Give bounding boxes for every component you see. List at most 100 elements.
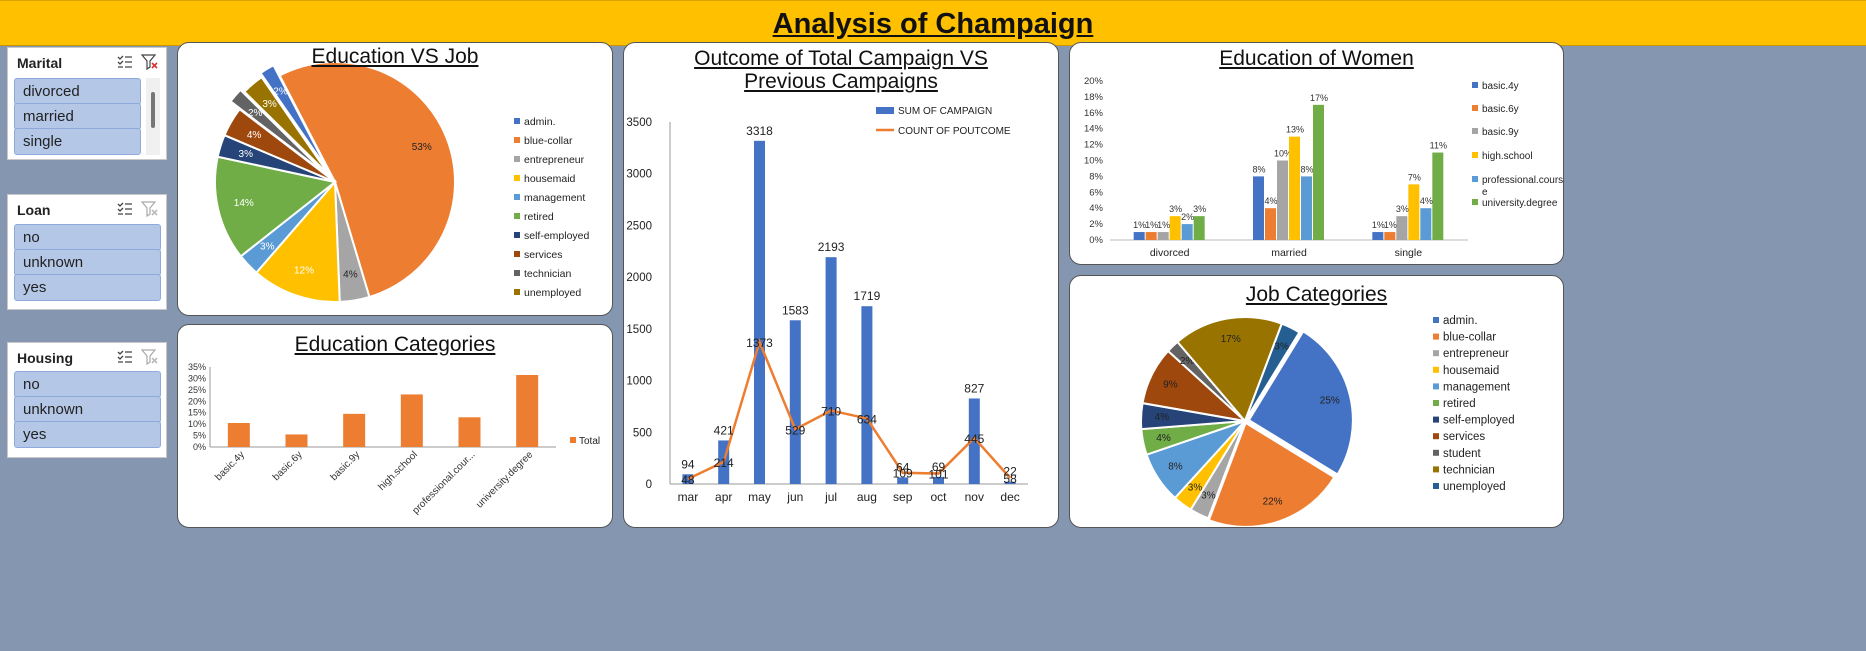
pie-data-label: 3% [260, 242, 275, 253]
slicer-item-unknown[interactable]: unknown [14, 396, 161, 423]
slicer-scrollbar[interactable] [146, 78, 160, 155]
bar-data-label: 7% [1408, 172, 1421, 182]
y-tick-label: 6% [1089, 187, 1103, 198]
bar-data-label: 4% [1420, 196, 1433, 206]
legend-entry: management [1443, 381, 1511, 393]
y-tick-label: 8% [1089, 171, 1103, 182]
bar-basic4y [227, 423, 250, 447]
legend-entry: professional.cours [1482, 175, 1563, 186]
bar-professionalcour [458, 417, 481, 447]
legend-swatch [1433, 449, 1439, 456]
y-tick-label: 16% [1084, 108, 1104, 119]
legend-swatch [1433, 366, 1439, 373]
x-tick-label: mar [678, 490, 699, 504]
chart-title: Education VS Job [311, 45, 479, 68]
y-tick-label: 30% [188, 373, 206, 383]
slicer-item-single[interactable]: single [14, 128, 141, 155]
legend-entry: admin. [524, 116, 556, 128]
slicer-item-unknown[interactable]: unknown [14, 249, 161, 276]
multi-select-icon[interactable] [117, 349, 133, 365]
y-tick-label: 500 [633, 427, 652, 439]
line-data-label: 1373 [746, 336, 773, 350]
pie-data-label: 8% [1168, 462, 1183, 473]
multi-select-icon[interactable] [117, 201, 133, 217]
line-series-poutcome [687, 338, 1012, 481]
legend-entry: Total [579, 436, 600, 447]
bar-data-label: 1719 [854, 289, 881, 303]
slicer-item-no[interactable]: no [14, 224, 161, 251]
y-tick-label: 18% [1084, 92, 1104, 103]
pie-data-label: 53% [412, 142, 432, 153]
multi-select-icon[interactable] [117, 54, 133, 70]
scrollbar-thumb[interactable] [151, 92, 155, 128]
education-of-women-bar-chart: 0%2%4%6%8%10%12%14%16%18%20%1%1%1%3%2%3%… [1084, 76, 1563, 259]
legend-entry: services [524, 249, 563, 261]
pie-data-label: 2% [248, 108, 263, 119]
pie-slice-retired [214, 155, 338, 258]
bar-data-label: 1% [1133, 220, 1146, 230]
x-tick-label: basic.9y [329, 449, 363, 483]
legend-swatch [514, 270, 520, 276]
bar-single-basic9y [1396, 216, 1408, 240]
legend-swatch [876, 107, 894, 114]
bar-single-basic4y [1372, 232, 1384, 240]
clear-filter-icon[interactable] [141, 54, 158, 70]
legend-entry: services [1443, 431, 1485, 443]
legend-entry: university.degree [1482, 198, 1558, 209]
bar-divorced-universitydegree [1193, 216, 1205, 240]
clear-filter-icon[interactable] [141, 201, 158, 217]
legend-entry: retired [524, 211, 554, 223]
clear-filter-icon[interactable] [141, 349, 158, 365]
bar-married-highschool [1289, 136, 1300, 240]
bar-data-label: 69 [932, 460, 946, 474]
legend-entry: admin. [1443, 315, 1478, 327]
bar-highschool [400, 394, 423, 447]
dashboard-header: Analysis of Champaign [0, 0, 1866, 46]
x-tick-label: divorced [1150, 247, 1190, 259]
legend-swatch [1433, 400, 1439, 406]
slicer-item-no[interactable]: no [14, 371, 161, 398]
bar-divorced-basic4y [1133, 232, 1145, 240]
education-categories-bar-chart: 0%5% 10%15% 20%25% 30%35% basic.4y basic.6y ba… [188, 362, 600, 516]
bar-jul [825, 257, 837, 484]
x-tick-label: professional.cour... [410, 449, 477, 516]
bar-single-highschool [1408, 184, 1420, 240]
x-tick-label: may [748, 490, 771, 504]
legend-swatch [1433, 433, 1439, 440]
slicer-title: Loan [17, 202, 51, 218]
legend-swatch [1433, 383, 1439, 390]
bar-data-label: 3% [1193, 204, 1206, 214]
pie-data-label: 2% [273, 87, 288, 98]
bar-jun [789, 320, 801, 484]
bar-data-label: 1% [1157, 220, 1170, 230]
bar-sep [897, 477, 909, 484]
legend-entry: basic.6y [1482, 104, 1519, 115]
bar-single-basic6y [1384, 232, 1396, 240]
panel-education-categories: Education Categories 0% 5% 10% 15% 20% 25% 30%… [177, 324, 613, 528]
bar-data-label: 4% [1264, 196, 1277, 206]
slicer-item-married[interactable]: married [14, 103, 141, 130]
slicer-item-divorced[interactable]: divorced [14, 78, 141, 105]
job-categories-pie-chart: 25%22%3%3%8%4%4%9%2%17%3%admin.blue-coll… [1140, 315, 1515, 527]
x-tick-label: jul [824, 490, 837, 504]
bar-data-label: 1% [1145, 220, 1158, 230]
slicer-item-yes[interactable]: yes [14, 421, 161, 448]
bar-married-basic6y [1265, 208, 1276, 240]
bar-data-label: 1583 [782, 303, 809, 317]
y-tick-label: 20% [1084, 76, 1104, 87]
bar-basic6y [285, 434, 308, 447]
x-tick-label: dec [1000, 490, 1019, 504]
legend-entry: COUNT OF POUTCOME [898, 126, 1011, 137]
line-data-label: 48 [681, 473, 695, 487]
legend-entry: blue-collar [524, 135, 573, 147]
slicer-item-yes[interactable]: yes [14, 274, 161, 301]
bar-single-universitydegree [1432, 152, 1444, 240]
bar-data-label: 64 [896, 460, 910, 474]
legend-swatch [1433, 317, 1439, 323]
chart-title: Education Categories [294, 333, 496, 356]
bar-divorced-basic9y [1157, 232, 1169, 240]
legend-entry: student [1443, 448, 1482, 460]
legend-entry: entrepreneur [1443, 348, 1509, 360]
legend-swatch [570, 437, 576, 443]
y-tick-label: 10% [188, 419, 206, 429]
